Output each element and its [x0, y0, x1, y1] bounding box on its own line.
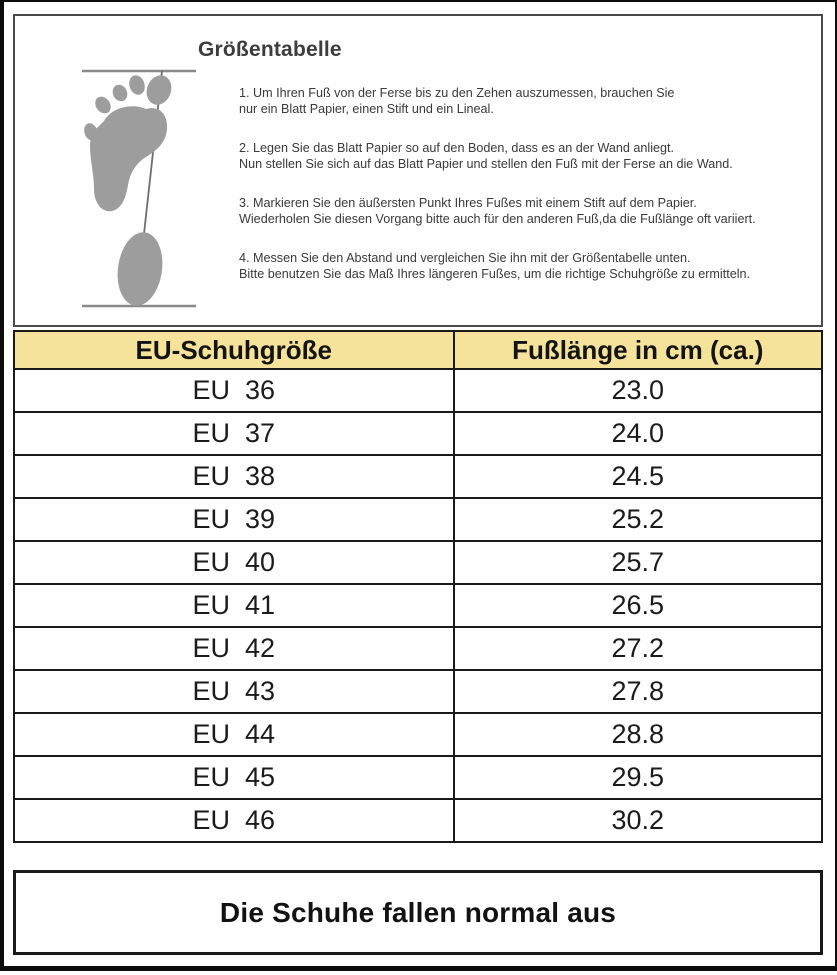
foot-length-cell: 25.2 [452, 497, 824, 542]
instruction-step: 1. Um Ihren Fuß von der Ferse bis zu den… [239, 85, 756, 117]
eu-size-cell: EU 41 [13, 583, 455, 628]
eu-size-cell: EU 40 [13, 540, 455, 585]
eu-size-cell: EU 39 [13, 497, 455, 542]
size-table-row: EU 36 23.0 [13, 368, 824, 413]
instruction-step: 4. Messen Sie den Abstand und vergleiche… [239, 250, 756, 282]
instruction-step: 3. Markieren Sie den äußersten Punkt Ihr… [239, 195, 756, 227]
foot-length-cell: 24.5 [452, 454, 824, 499]
column-header-foot-length: Fußlänge in cm (ca.) [452, 330, 824, 370]
foot-length-cell: 23.0 [452, 368, 824, 413]
fit-note-text: Die Schuhe fallen normal aus [219, 896, 617, 928]
foot-length-cell: 29.5 [452, 755, 824, 800]
eu-size-cell: EU 44 [13, 712, 455, 757]
instruction-step-line: 1. Um Ihren Fuß von der Ferse bis zu den… [239, 86, 675, 100]
size-table-row: EU 43 27.8 [13, 669, 824, 714]
size-table-row: EU 45 29.5 [13, 755, 824, 800]
size-table-body: EU 36 23.0 EU 37 24.0 EU 38 24.5 EU 39 2… [13, 368, 824, 843]
column-header-eu-size: EU-Schuhgröße [13, 330, 455, 370]
instructions-section: Größentabelle 1. Um Ihren Fuß von der Fe… [13, 14, 823, 327]
size-table-row: EU 40 25.7 [13, 540, 824, 585]
foot-measurement-icon [82, 69, 196, 308]
instruction-step-line: Wiederholen Sie diesen Vorgang bitte auc… [239, 212, 756, 226]
foot-length-cell: 28.8 [452, 712, 824, 757]
foot-length-cell: 27.8 [452, 669, 824, 714]
eu-size-cell: EU 43 [13, 669, 455, 714]
instruction-step: 2. Legen Sie das Blatt Papier so auf den… [239, 140, 756, 172]
size-table-row: EU 41 26.5 [13, 583, 824, 628]
size-table-row: EU 42 27.2 [13, 626, 824, 671]
eu-size-cell: EU 36 [13, 368, 455, 413]
eu-size-cell: EU 38 [13, 454, 455, 499]
instruction-step-line: 3. Markieren Sie den äußersten Punkt Ihr… [239, 196, 697, 210]
instruction-step-line: 4. Messen Sie den Abstand und vergleiche… [239, 251, 691, 265]
instruction-step-line: Nun stellen Sie sich auf das Blatt Papie… [239, 157, 733, 171]
size-table-header-row: EU-Schuhgröße Fußlänge in cm (ca.) [13, 330, 824, 370]
eu-size-cell: EU 45 [13, 755, 455, 800]
size-table-row: EU 38 24.5 [13, 454, 824, 499]
instruction-step-line: 2. Legen Sie das Blatt Papier so auf den… [239, 141, 675, 155]
instruction-step-line: nur ein Blatt Papier, einen Stift und ei… [239, 102, 494, 116]
eu-size-cell: EU 37 [13, 411, 455, 456]
size-table-row: EU 44 28.8 [13, 712, 824, 757]
page-title: Größentabelle [198, 38, 342, 61]
foot-length-cell: 24.0 [452, 411, 824, 456]
size-table: EU-Schuhgröße Fußlänge in cm (ca.) EU 36… [13, 330, 824, 843]
instruction-step-line: Bitte benutzen Sie das Maß Ihres längere… [239, 267, 750, 281]
eu-size-cell: EU 42 [13, 626, 455, 671]
fit-note-box: Die Schuhe fallen normal aus [13, 870, 823, 955]
size-table-row: EU 37 24.0 [13, 411, 824, 456]
foot-length-cell: 26.5 [452, 583, 824, 628]
size-table-row: EU 46 30.2 [13, 798, 824, 843]
size-table-row: EU 39 25.2 [13, 497, 824, 542]
foot-length-cell: 30.2 [452, 798, 824, 843]
eu-size-cell: EU 46 [13, 798, 455, 843]
foot-length-cell: 25.7 [452, 540, 824, 585]
instruction-steps: 1. Um Ihren Fuß von der Ferse bis zu den… [239, 85, 756, 305]
foot-length-cell: 27.2 [452, 626, 824, 671]
